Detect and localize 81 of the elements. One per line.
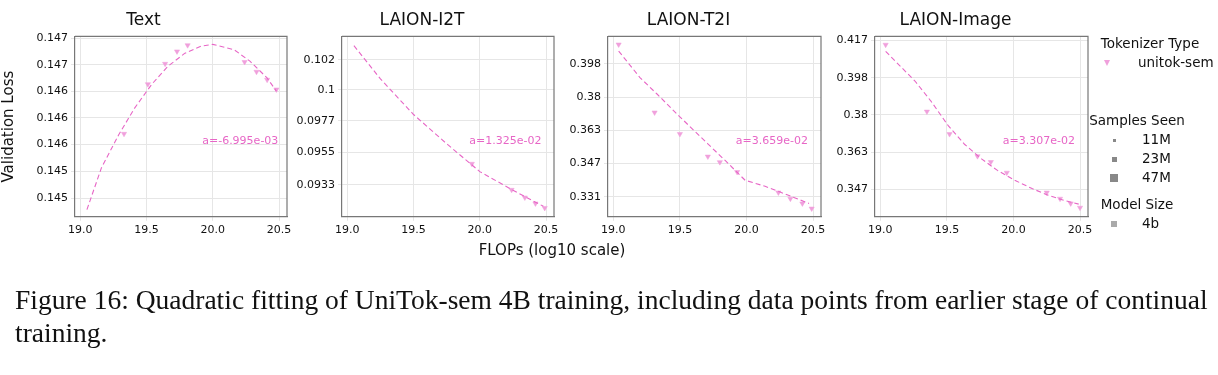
point bbox=[241, 60, 248, 66]
chart-title: Text bbox=[125, 8, 162, 29]
y-tick-label: 0.0933 bbox=[296, 177, 335, 191]
y-tick-label: 0.1 bbox=[317, 82, 335, 96]
y-tick-label: 0.38 bbox=[576, 89, 601, 103]
x-tick-label: 20.0 bbox=[200, 223, 226, 237]
y-tick-label: 0.0955 bbox=[296, 145, 335, 159]
text: a=-6.995e-03 bbox=[202, 133, 279, 147]
chart-title: LAION-I2T bbox=[379, 8, 466, 29]
y-tick-label: 0.145 bbox=[36, 190, 68, 204]
x-tick-label: 19.0 bbox=[335, 223, 360, 237]
x-tick-label: 19.0 bbox=[868, 223, 893, 237]
legend-title: Tokenizer Type bbox=[1099, 34, 1201, 53]
point bbox=[1077, 205, 1083, 211]
point bbox=[799, 201, 806, 207]
y-tick-label: 0.102 bbox=[303, 52, 335, 66]
x-tick-label: 20.5 bbox=[266, 223, 292, 237]
point bbox=[615, 42, 622, 48]
text: 47M bbox=[1141, 168, 1172, 187]
y-tick-label: 0.363 bbox=[836, 145, 868, 159]
point bbox=[541, 206, 548, 212]
y-tick-label: 0.145 bbox=[36, 164, 68, 178]
y-tick-label: 0.331 bbox=[569, 189, 601, 203]
x-tick-label: 20.0 bbox=[734, 223, 759, 237]
y-tick-label: 0.363 bbox=[569, 123, 601, 137]
x-tick-label: 20.5 bbox=[533, 223, 559, 237]
text: Model Size bbox=[1099, 195, 1175, 214]
text: 23M bbox=[1141, 149, 1172, 168]
point bbox=[808, 206, 815, 212]
point bbox=[145, 82, 151, 88]
y-tick-label: 0.347 bbox=[569, 156, 601, 170]
point bbox=[677, 132, 683, 138]
x-tick-label: 20.5 bbox=[1067, 223, 1093, 237]
y-tick-label: 0.0977 bbox=[296, 113, 335, 127]
y-tick-label: 0.398 bbox=[836, 70, 868, 84]
text: 4b bbox=[1142, 215, 1160, 231]
series-label: a=3.659e-02 bbox=[735, 133, 808, 147]
x-tick-label: 20.0 bbox=[467, 223, 493, 237]
line-series bbox=[618, 50, 810, 205]
x-tick-label: 19.5 bbox=[934, 223, 960, 237]
point bbox=[946, 132, 953, 138]
point bbox=[924, 109, 930, 115]
point bbox=[162, 62, 168, 68]
point bbox=[987, 160, 994, 166]
legend-label: unitok-sem bbox=[1138, 54, 1214, 70]
x-tick-label: 19.0 bbox=[68, 223, 93, 237]
text: a=3.307e-02 bbox=[1002, 133, 1075, 147]
point bbox=[882, 42, 889, 48]
series-label: a=1.325e-02 bbox=[469, 133, 542, 147]
text: 11M bbox=[1141, 130, 1172, 149]
point bbox=[121, 132, 127, 138]
point bbox=[1003, 170, 1010, 176]
point bbox=[787, 196, 794, 202]
y-tick-label: 0.417 bbox=[836, 33, 868, 47]
x-tick-label: 20.0 bbox=[1001, 223, 1026, 237]
y-tick-label: 0.147 bbox=[36, 57, 68, 71]
y-tick-label: 0.146 bbox=[36, 110, 68, 124]
y-tick-label: 0.147 bbox=[36, 31, 68, 45]
x-tick-label: 19.0 bbox=[601, 223, 626, 237]
point bbox=[716, 160, 723, 166]
point bbox=[184, 43, 191, 49]
caption: Figure 16: Quadratic fitting of UniTok-sem 4B training, including data points from earlier stage of continual training. bbox=[15, 283, 1209, 349]
chart-title: LAION-Image bbox=[899, 8, 1012, 29]
text: Samples Seen bbox=[1088, 111, 1186, 130]
x-tick-label: 19.5 bbox=[401, 223, 426, 237]
y-tick-label: 0.146 bbox=[36, 84, 68, 98]
y-axis-title: Validation Loss bbox=[0, 70, 17, 183]
x-tick-label: 19.5 bbox=[134, 223, 159, 237]
y-tick-label: 0.398 bbox=[569, 56, 601, 70]
chart-title: LAION-T2I bbox=[646, 8, 731, 29]
point bbox=[253, 70, 260, 75]
point bbox=[651, 110, 658, 116]
y-tick-label: 0.146 bbox=[36, 137, 68, 151]
point bbox=[1067, 201, 1074, 207]
y-tick-label: 0.38 bbox=[843, 107, 868, 121]
point bbox=[705, 154, 711, 160]
x-tick-label: 19.5 bbox=[667, 223, 693, 237]
x-axis-title: FLOPs (log10 scale) bbox=[478, 241, 626, 259]
y-tick-label: 0.347 bbox=[836, 182, 868, 196]
x-tick-label: 20.5 bbox=[800, 223, 826, 237]
point bbox=[174, 49, 180, 55]
